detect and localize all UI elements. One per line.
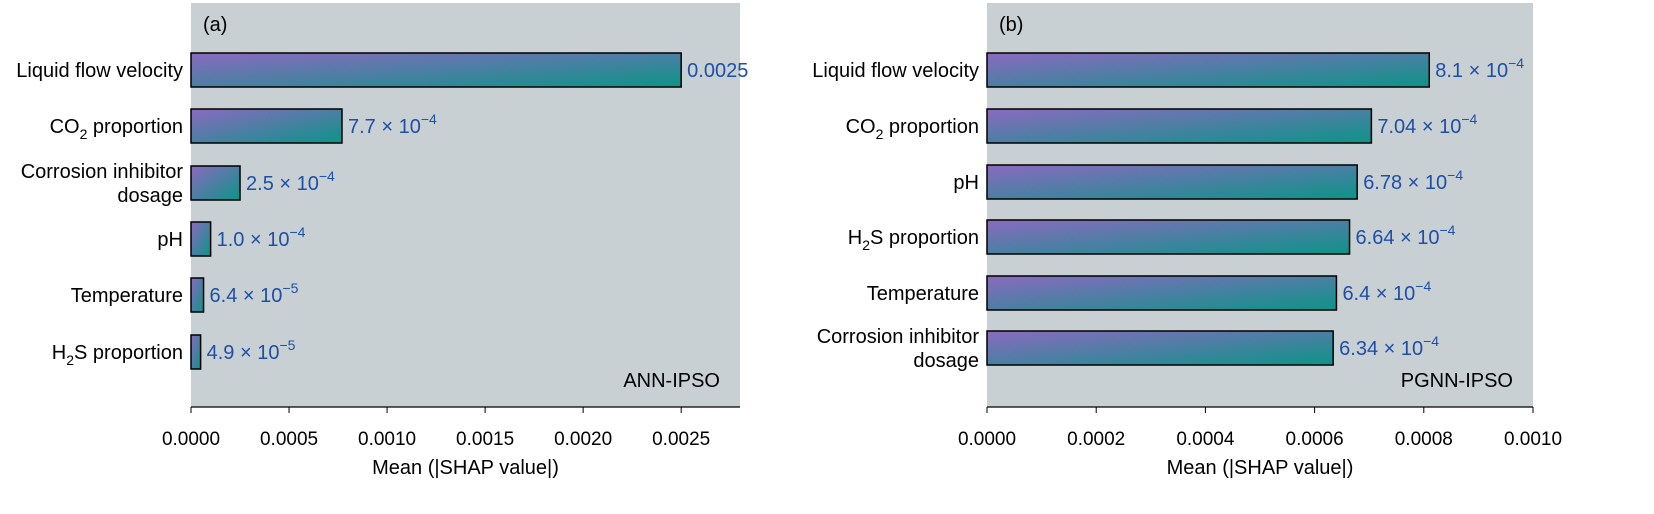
panel-a-category-label: Temperature: [71, 285, 183, 307]
panel-b-x-tick-label: 0.0004: [1176, 429, 1235, 450]
panel-a-value-label: 6.4 × 10−5: [210, 280, 299, 307]
panel-b-bar: [986, 164, 1358, 200]
panel-b-x-tick-label: 0.0006: [1286, 429, 1344, 450]
panel-a-value-label: 1.0 × 10−4: [217, 224, 306, 251]
panel-b-bar: [986, 108, 1373, 144]
panel-b-x-tick-label: 0.0002: [1067, 429, 1125, 450]
panel-b-chart: (b) PGNN-IPSO 8.1 × 10−4 Liquid flow veloci…: [812, 3, 1562, 479]
panel-a-x-tick-label: 0.0000: [162, 429, 220, 450]
panel-a-bar: [190, 52, 682, 88]
panel-b-letter: (b): [999, 14, 1023, 36]
panel-b-category-label: Corrosion inhibitor dosage: [817, 326, 980, 372]
panel-a-x-axis-label: Mean (|SHAP value|): [372, 457, 559, 479]
panel-a-bar: [190, 108, 343, 144]
panel-a-value-label: 2.5 × 10−4: [246, 168, 335, 195]
panel-b-x-axis-label: Mean (|SHAP value|): [1167, 457, 1354, 479]
panel-b-x-tick-label: 0.0010: [1504, 429, 1562, 450]
panel-a-bar: [190, 165, 241, 201]
panel-a-chart: (a) ANN-IPSO 0.0025 Liquid flow velocity 7.7…: [16, 3, 748, 479]
panel-a-value-label: 0.0025: [687, 60, 748, 82]
panel-a-bar: [190, 334, 202, 370]
panel-a-x-tick-label: 0.0005: [260, 429, 318, 450]
panel-b-category-label: H2S proportion: [848, 227, 979, 253]
panel-a-model-label: ANN-IPSO: [623, 370, 720, 392]
panel-a-value-label: 4.9 × 10−5: [207, 337, 296, 364]
panel-a-x-tick-label: 0.0015: [456, 429, 514, 450]
panel-a-letter: (a): [203, 14, 227, 36]
panel-b-category-label: Temperature: [867, 283, 979, 305]
panel-b-x-tick-label: 0.0008: [1395, 429, 1453, 450]
panel-b-bar: [986, 275, 1338, 311]
panel-b-category-label: CO2 proportion: [846, 116, 979, 142]
panel-a-category-label: CO2 proportion: [50, 116, 183, 142]
panel-b-category-label: Liquid flow velocity: [812, 60, 979, 82]
panel-a-category-label: Corrosion inhibitor dosage: [21, 161, 184, 207]
panel-b-value-label: 6.34 × 10−4: [1339, 333, 1439, 360]
panel-b-bar: [986, 219, 1351, 255]
panel-b-value-label: 7.04 × 10−4: [1377, 111, 1477, 138]
panel-a-category-label: pH: [157, 229, 183, 251]
panel-b-value-label: 6.4 × 10−4: [1342, 278, 1431, 305]
panel-b-x-tick-label: 0.0000: [958, 429, 1016, 450]
panel-a-x-tick-label: 0.0020: [554, 429, 612, 450]
panel-b-model-label: PGNN-IPSO: [1401, 370, 1513, 392]
panel-b-category-label: pH: [953, 172, 979, 194]
panel-b-value-label: 6.64 × 10−4: [1356, 222, 1456, 249]
panel-a-bar: [190, 221, 212, 257]
panel-a-x-tick-label: 0.0025: [652, 429, 710, 450]
panel-a-x-tick-label: 0.0010: [358, 429, 416, 450]
panel-a-bar: [190, 277, 205, 313]
panel-b-value-label: 6.78 × 10−4: [1363, 167, 1463, 194]
panel-a-value-label: 7.7 × 10−4: [348, 111, 437, 138]
panel-a-category-label: H2S proportion: [52, 342, 183, 368]
panel-b-bar: [986, 52, 1431, 88]
panel-b-value-label: 8.1 × 10−4: [1435, 55, 1524, 82]
panel-a-category-label: Liquid flow velocity: [16, 60, 183, 82]
panel-b-bar: [986, 330, 1334, 366]
